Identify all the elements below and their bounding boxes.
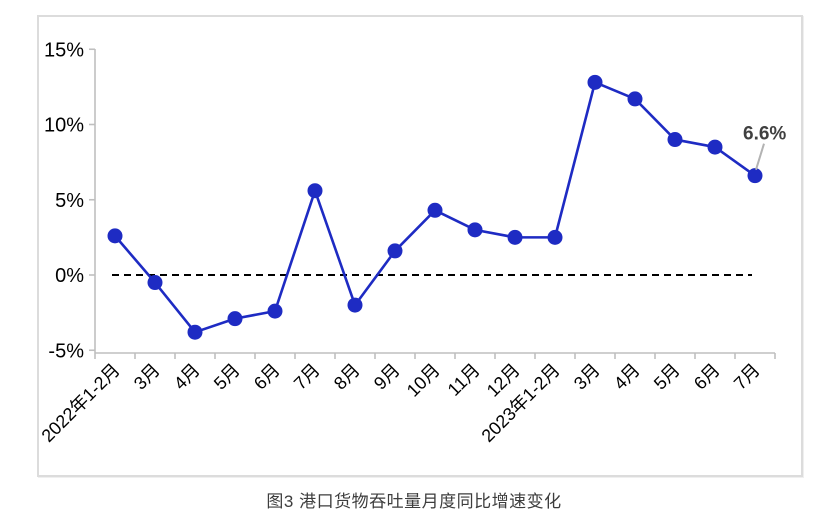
x-tick-label: 10月 bbox=[403, 360, 444, 401]
data-point bbox=[467, 222, 483, 238]
y-tick-label: 15% bbox=[44, 39, 84, 61]
x-tick-label: 6月 bbox=[250, 360, 284, 394]
data-point bbox=[507, 229, 523, 245]
x-tick-label: 6月 bbox=[690, 360, 724, 394]
y-tick-label: 0% bbox=[55, 265, 84, 287]
data-point bbox=[187, 324, 203, 340]
data-point bbox=[707, 139, 723, 155]
data-point bbox=[547, 229, 563, 245]
x-tick-label: 2022年1-2月 bbox=[39, 360, 124, 446]
x-tick-label: 7月 bbox=[290, 360, 324, 394]
data-point bbox=[347, 297, 363, 313]
data-point bbox=[147, 275, 163, 291]
x-tick-label: 4月 bbox=[610, 360, 644, 394]
data-point bbox=[387, 243, 403, 259]
x-tick-label: 5月 bbox=[650, 360, 684, 394]
data-point bbox=[587, 74, 603, 90]
x-tick-label: 11月 bbox=[444, 360, 484, 400]
data-point bbox=[307, 183, 323, 199]
data-point bbox=[627, 91, 643, 107]
x-tick-label: 9月 bbox=[370, 360, 404, 394]
x-tick-label: 4月 bbox=[170, 360, 204, 394]
data-point bbox=[667, 132, 683, 148]
data-point bbox=[267, 303, 283, 319]
annotation-label: 6.6% bbox=[743, 124, 786, 145]
y-tick-label: 10% bbox=[44, 115, 84, 137]
x-tick-label: 5月 bbox=[210, 360, 244, 394]
x-tick-label: 3月 bbox=[130, 360, 164, 394]
x-tick-label: 3月 bbox=[570, 360, 604, 394]
x-tick-label: 7月 bbox=[730, 360, 764, 394]
chart-frame: 15% 10% 5% 0% -5% 2022年1-2月 3月 4月 5月 6月 7月 8月 9月 10月 1… bbox=[37, 15, 803, 477]
y-tick-label: -5% bbox=[48, 340, 84, 362]
y-tick-label: 5% bbox=[55, 190, 84, 212]
chart-caption: 图3 港口货物吞吐量月度同比增速变化 bbox=[266, 492, 562, 511]
data-point bbox=[107, 228, 123, 244]
data-point bbox=[427, 202, 443, 218]
data-point bbox=[227, 311, 243, 327]
x-tick-label: 8月 bbox=[330, 360, 364, 394]
annotation-leader-line bbox=[755, 143, 765, 170]
data-point bbox=[747, 168, 763, 184]
